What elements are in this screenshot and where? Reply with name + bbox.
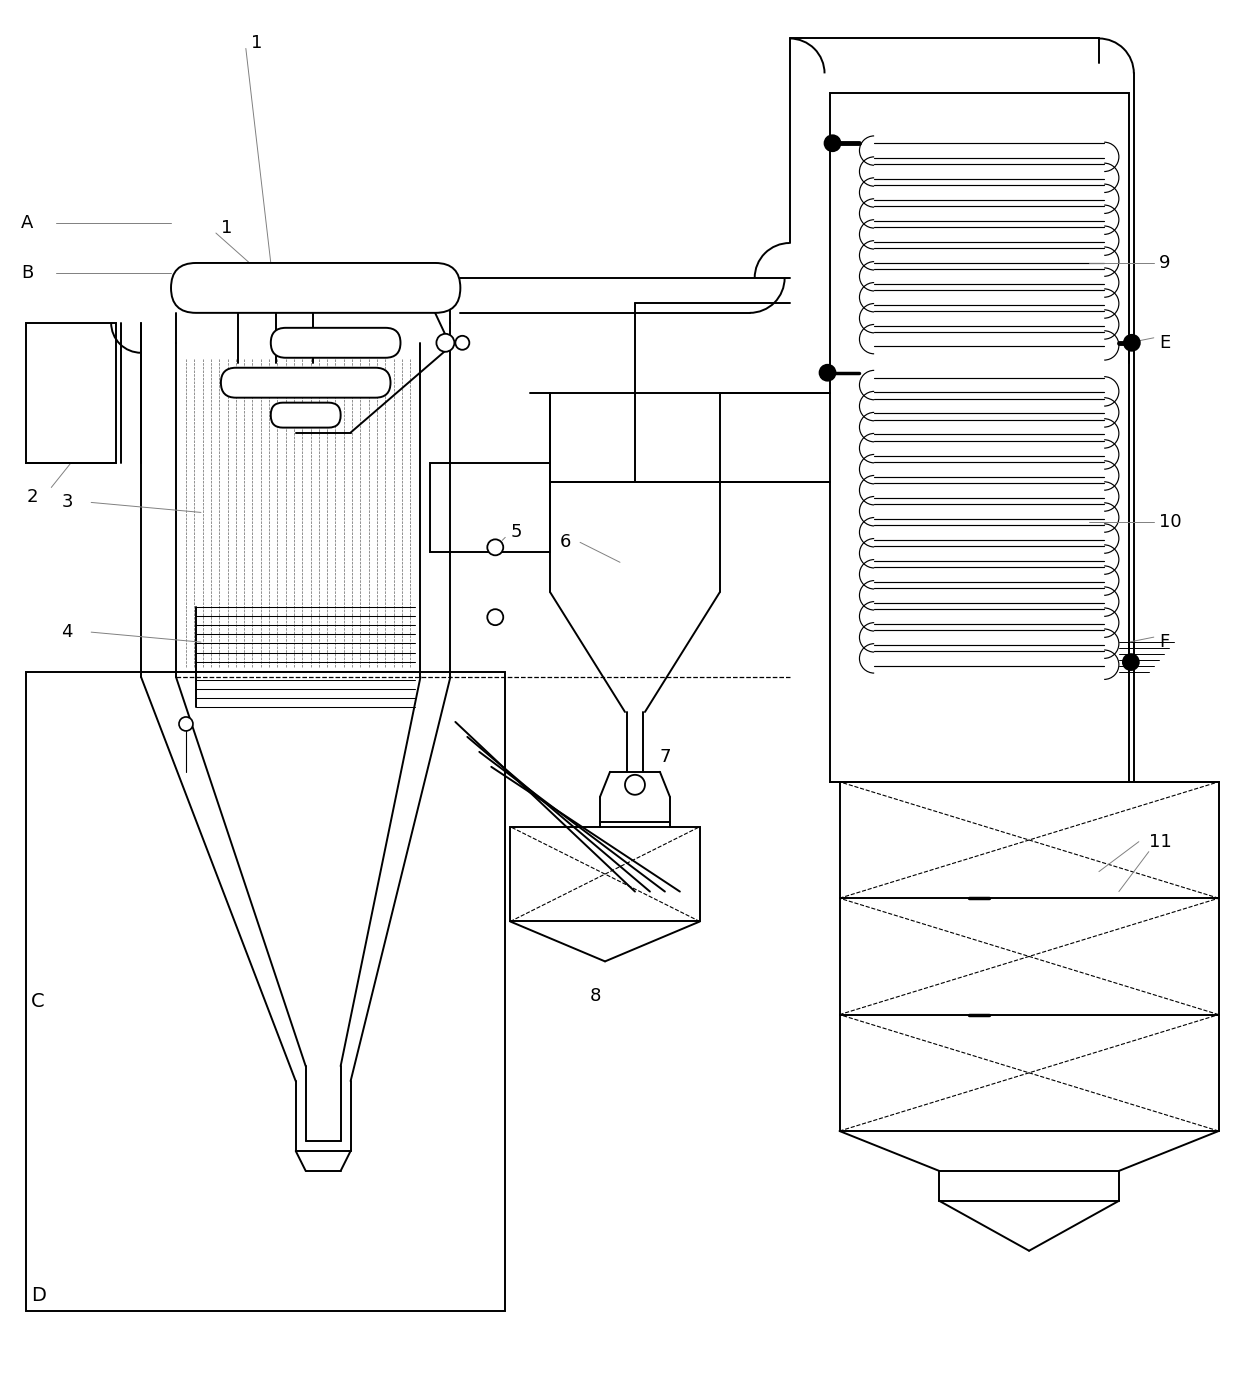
Text: A: A bbox=[21, 214, 33, 232]
Text: 1: 1 bbox=[250, 35, 262, 53]
Bar bbox=[430, 462, 551, 553]
Circle shape bbox=[825, 135, 841, 152]
FancyBboxPatch shape bbox=[171, 263, 460, 313]
Text: 9: 9 bbox=[1159, 253, 1171, 271]
Circle shape bbox=[487, 610, 503, 625]
Bar bbox=[830, 93, 1128, 782]
Circle shape bbox=[1123, 335, 1140, 351]
Bar bbox=[839, 782, 1219, 1132]
Circle shape bbox=[436, 334, 454, 352]
Circle shape bbox=[179, 717, 193, 731]
Circle shape bbox=[455, 335, 469, 349]
Text: 6: 6 bbox=[560, 533, 572, 551]
FancyBboxPatch shape bbox=[221, 367, 391, 398]
Circle shape bbox=[820, 365, 836, 380]
Text: 8: 8 bbox=[590, 987, 601, 1005]
Text: 10: 10 bbox=[1159, 514, 1182, 532]
Circle shape bbox=[625, 775, 645, 795]
Text: D: D bbox=[31, 1286, 46, 1306]
Text: 7: 7 bbox=[660, 748, 671, 766]
Bar bbox=[26, 672, 505, 1311]
Text: 1: 1 bbox=[221, 219, 232, 237]
Text: 2: 2 bbox=[26, 489, 38, 507]
Text: 11: 11 bbox=[1148, 832, 1172, 851]
Text: C: C bbox=[31, 992, 45, 1011]
Text: 5: 5 bbox=[510, 523, 522, 541]
Text: F: F bbox=[1159, 633, 1169, 651]
Text: 3: 3 bbox=[61, 493, 73, 511]
Bar bbox=[510, 827, 699, 922]
Bar bbox=[26, 323, 117, 462]
FancyBboxPatch shape bbox=[270, 329, 401, 358]
Circle shape bbox=[487, 539, 503, 555]
Text: 4: 4 bbox=[61, 624, 73, 642]
FancyBboxPatch shape bbox=[270, 402, 341, 427]
Text: E: E bbox=[1159, 334, 1171, 352]
Circle shape bbox=[1123, 654, 1138, 670]
Text: B: B bbox=[21, 264, 33, 283]
